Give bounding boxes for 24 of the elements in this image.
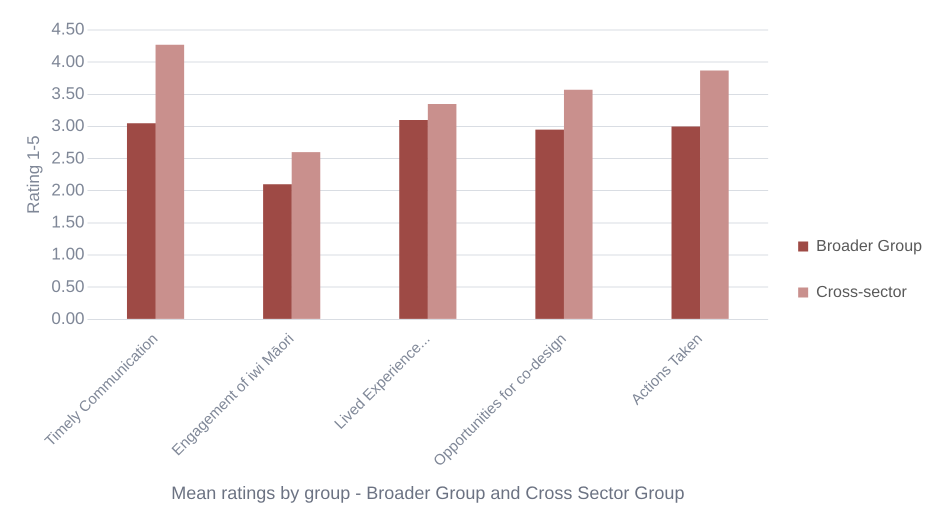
y-tick-label: 4.00	[51, 52, 84, 71]
bar	[292, 152, 320, 319]
bar	[672, 126, 700, 319]
y-tick-label: 4.50	[51, 20, 84, 39]
y-tick-label: 3.00	[51, 116, 84, 136]
y-tick-label: 0.50	[51, 276, 84, 296]
bar	[564, 90, 593, 319]
y-tick-label: 1.00	[51, 244, 84, 264]
bar	[700, 70, 729, 319]
y-tick-label: 0.00	[51, 309, 84, 328]
y-tick-label: 2.00	[51, 180, 84, 200]
y-tick-label: 2.50	[51, 148, 84, 168]
legend-label: Broader Group	[816, 238, 922, 255]
bar	[399, 120, 428, 319]
y-axis-title: Rating 1-5	[24, 135, 43, 214]
legend-label: Cross-sector	[816, 284, 908, 301]
bar	[156, 44, 184, 319]
bar	[535, 130, 564, 319]
x-axis-title: Mean ratings by group - Broader Group and Cross Sector Group	[171, 483, 684, 504]
bar	[428, 104, 456, 319]
bar	[263, 184, 292, 319]
y-tick-label: 1.50	[51, 212, 84, 232]
bar	[126, 123, 156, 319]
y-tick-label: 3.50	[51, 84, 84, 103]
